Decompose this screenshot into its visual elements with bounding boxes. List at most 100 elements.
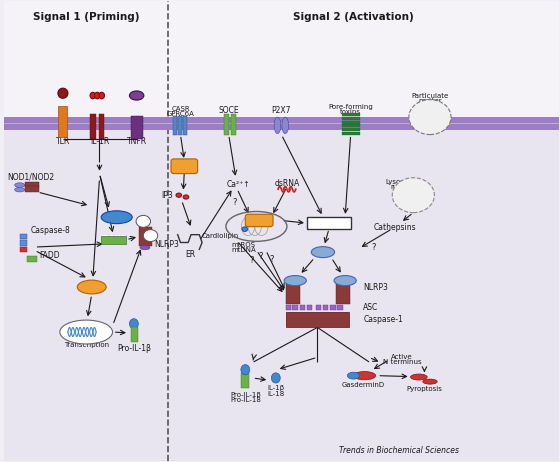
Text: CASR: CASR (171, 106, 190, 112)
Text: ?: ? (232, 198, 237, 207)
Bar (27, 256, 38, 262)
Bar (330, 305, 335, 310)
Bar (337, 305, 343, 310)
Text: +: + (410, 194, 417, 202)
FancyBboxPatch shape (171, 159, 198, 174)
Text: +  +: + + (404, 188, 423, 197)
Bar (4, 124, 559, 130)
Text: N terminus: N terminus (383, 359, 422, 365)
Ellipse shape (95, 92, 100, 99)
Text: +: + (423, 108, 431, 117)
Text: SOCE: SOCE (218, 106, 239, 115)
Bar (224, 114, 229, 134)
Text: Lysosomal: Lysosomal (385, 179, 422, 185)
Bar (241, 373, 249, 388)
Bar (130, 328, 138, 342)
Ellipse shape (58, 88, 68, 98)
Ellipse shape (241, 365, 250, 375)
Text: ASC: ASC (363, 303, 379, 312)
Ellipse shape (101, 211, 132, 224)
Bar (20, 247, 27, 252)
Circle shape (409, 100, 451, 134)
Bar (25, 182, 39, 188)
Text: toxins: toxins (340, 109, 361, 115)
FancyBboxPatch shape (245, 214, 273, 227)
Text: Ub: Ub (139, 219, 147, 224)
Text: TNFR: TNFR (127, 137, 147, 146)
Text: Trends in Biochemical Sciences: Trends in Biochemical Sciences (339, 446, 459, 455)
Bar (90, 114, 96, 139)
Bar (342, 114, 360, 116)
Ellipse shape (311, 247, 334, 258)
Bar (183, 116, 187, 134)
Ellipse shape (176, 193, 181, 197)
Bar (286, 284, 300, 304)
Bar (300, 305, 305, 310)
Text: Pro-IL-1β: Pro-IL-1β (117, 344, 151, 353)
Bar (323, 305, 329, 310)
Text: Caspase-1: Caspase-1 (363, 315, 403, 324)
Bar (342, 117, 360, 120)
Text: Pro-IL-1β: Pro-IL-1β (230, 392, 261, 398)
Text: Signal 1 (Priming): Signal 1 (Priming) (33, 12, 139, 23)
Text: dsRNA: dsRNA (274, 179, 300, 188)
Bar (25, 187, 39, 192)
Text: Ca²⁺↑: Ca²⁺↑ (226, 180, 250, 188)
Text: +: + (436, 108, 444, 117)
Ellipse shape (183, 195, 189, 199)
Ellipse shape (410, 374, 427, 380)
Text: mtROS: mtROS (232, 242, 256, 248)
Text: Nek7: Nek7 (286, 278, 304, 283)
Text: IL-1R: IL-1R (90, 137, 109, 146)
Bar (4, 123, 559, 461)
Circle shape (392, 178, 435, 213)
Ellipse shape (15, 188, 25, 192)
Bar (101, 236, 126, 244)
Text: Pro-IL-18: Pro-IL-18 (230, 397, 261, 403)
Text: BRCC3: BRCC3 (102, 213, 130, 222)
Text: Transcription: Transcription (64, 342, 109, 348)
Text: ?: ? (259, 252, 263, 261)
Bar (20, 234, 27, 239)
Ellipse shape (423, 379, 437, 384)
Bar (316, 305, 321, 310)
Bar (139, 227, 152, 246)
Text: Signal 2 (Activation): Signal 2 (Activation) (293, 12, 414, 23)
Ellipse shape (274, 117, 281, 134)
Text: Pore-forming: Pore-forming (328, 104, 373, 110)
Text: IL-18: IL-18 (267, 390, 284, 396)
Ellipse shape (334, 275, 356, 286)
Ellipse shape (15, 183, 25, 188)
Text: NLRP3: NLRP3 (154, 240, 179, 249)
Bar (130, 116, 143, 139)
Text: P2X7: P2X7 (272, 106, 291, 115)
Bar (342, 132, 360, 134)
Bar (58, 106, 67, 137)
Bar (4, 117, 559, 123)
Text: K⁺efflux: K⁺efflux (310, 219, 348, 228)
Ellipse shape (129, 319, 138, 329)
Text: MAVS: MAVS (248, 218, 270, 224)
Text: PLC: PLC (176, 162, 193, 171)
Text: IP3: IP3 (161, 191, 173, 200)
Text: NLRP3: NLRP3 (363, 283, 388, 292)
Ellipse shape (282, 117, 288, 134)
Ellipse shape (99, 92, 105, 99)
Ellipse shape (77, 280, 106, 294)
Bar (336, 284, 349, 304)
Text: Pyroptosis: Pyroptosis (407, 385, 442, 391)
Ellipse shape (272, 373, 280, 383)
Ellipse shape (90, 92, 96, 99)
Bar (4, 122, 559, 124)
Text: FADD: FADD (39, 251, 60, 260)
Text: Active: Active (391, 354, 413, 360)
Text: GPRC6A: GPRC6A (166, 111, 194, 117)
Text: Ub: Ub (147, 233, 154, 238)
Bar (307, 217, 351, 229)
Bar (342, 128, 360, 131)
Bar (286, 305, 291, 310)
Circle shape (136, 215, 151, 227)
Ellipse shape (353, 371, 376, 380)
Text: mtDNA: mtDNA (231, 247, 256, 253)
Text: Cardiolipin: Cardiolipin (202, 232, 239, 238)
